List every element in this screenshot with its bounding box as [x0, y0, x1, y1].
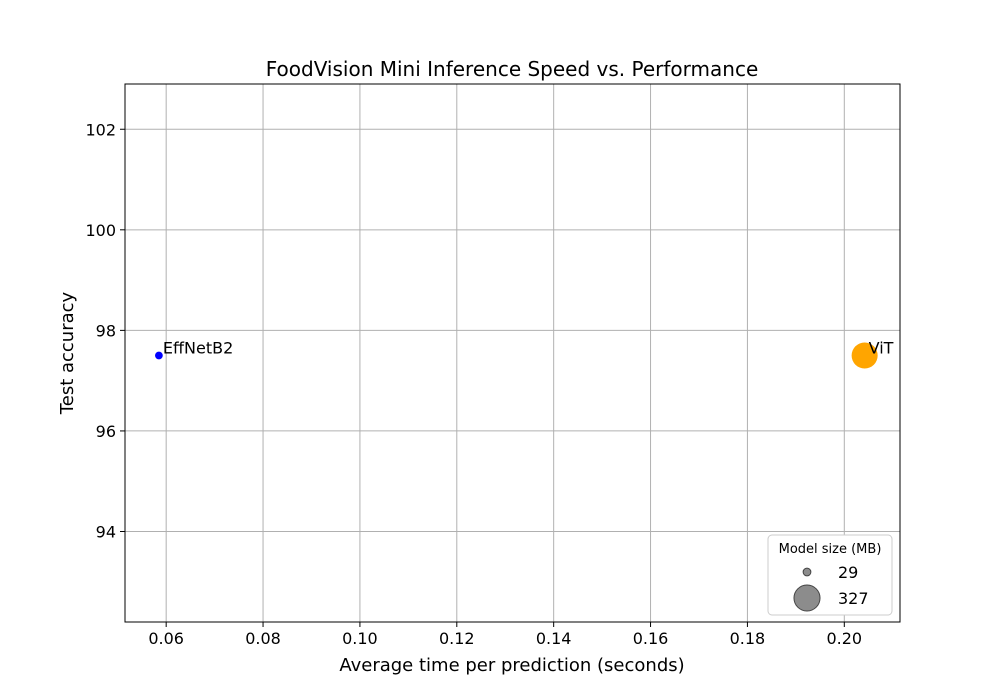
x-tick-label: 0.14	[536, 629, 572, 648]
point-label: ViT	[869, 339, 894, 358]
legend-marker	[802, 567, 812, 577]
y-axis-ticks: 94 96 98 100 102	[85, 120, 125, 541]
x-tick-label: 0.20	[826, 629, 862, 648]
legend: Model size (MB) 29 327	[767, 534, 893, 616]
x-tick-label: 0.12	[439, 629, 475, 648]
grid	[125, 84, 900, 622]
data-point	[155, 351, 163, 360]
y-tick-label: 94	[96, 522, 116, 541]
y-tick-label: 96	[96, 422, 116, 441]
x-tick-label: 0.08	[245, 629, 281, 648]
x-axis-label: Average time per prediction (seconds)	[339, 655, 684, 676]
x-tick-label: 0.16	[633, 629, 669, 648]
legend-marker	[793, 584, 821, 612]
legend-label: 327	[838, 589, 869, 608]
point-label: EffNetB2	[163, 339, 233, 358]
plot-frame	[124, 83, 901, 623]
legend-label: 29	[838, 563, 858, 582]
plot-area	[125, 84, 900, 622]
legend-title: Model size (MB)	[779, 542, 882, 557]
y-axis-label: Test accuracy	[57, 291, 78, 415]
y-tick-label: 100	[85, 221, 116, 240]
y-tick-label: 102	[85, 120, 116, 139]
y-tick-label: 98	[96, 321, 116, 340]
data-points: EffNetB2 ViT	[155, 339, 894, 369]
x-tick-label: 0.10	[342, 629, 378, 648]
data-point	[851, 342, 878, 369]
x-axis-ticks: 0.06 0.08 0.10 0.12 0.14 0.16 0.18 0.20	[148, 622, 862, 648]
x-tick-label: 0.06	[148, 629, 184, 648]
chart-title: FoodVision Mini Inference Speed vs. Perf…	[266, 57, 759, 81]
x-tick-label: 0.18	[730, 629, 766, 648]
